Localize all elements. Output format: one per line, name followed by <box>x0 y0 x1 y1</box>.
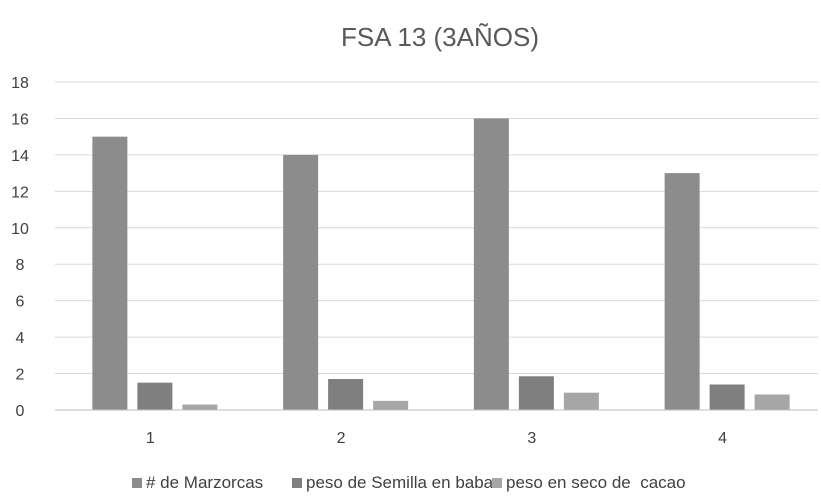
bar-series-2-cat-3 <box>518 376 554 410</box>
legend-swatch <box>132 478 142 488</box>
bar-series-1-cat-2 <box>283 154 319 410</box>
legend-swatch <box>292 478 302 488</box>
bar-series-1-cat-4 <box>664 173 700 410</box>
y-tick-label: 16 <box>11 111 29 128</box>
bar-series-3-cat-4 <box>754 394 790 410</box>
bar-series-3-cat-1 <box>182 404 218 410</box>
legend-label: # de Marzorcas <box>146 473 263 492</box>
bar-series-3-cat-3 <box>563 392 599 410</box>
bar-series-1-cat-3 <box>473 118 509 410</box>
x-tick-label: 2 <box>337 430 346 447</box>
y-tick-label: 4 <box>16 330 25 347</box>
bar-series-2-cat-4 <box>709 384 745 410</box>
legend-label: peso de Semilla en baba <box>306 473 494 492</box>
x-tick-label: 3 <box>527 430 536 447</box>
bar-series-2-cat-2 <box>328 379 364 410</box>
y-tick-label: 18 <box>11 75 29 92</box>
y-tick-label: 0 <box>16 403 25 420</box>
y-tick-label: 10 <box>11 221 29 238</box>
y-tick-label: 8 <box>16 257 25 274</box>
legend: # de Marzorcas peso de Semilla en baba pes… <box>132 473 686 492</box>
legend-label: peso en seco de cacao <box>506 473 686 492</box>
y-tick-label: 12 <box>11 184 29 201</box>
y-tick-label: 14 <box>11 148 29 165</box>
bar-series-1-cat-1 <box>92 136 128 410</box>
x-axis-ticks: 1 2 3 4 <box>146 430 727 447</box>
legend-swatch <box>492 478 502 488</box>
bars <box>92 118 790 410</box>
x-tick-label: 1 <box>146 430 155 447</box>
bar-series-3-cat-2 <box>373 400 409 410</box>
y-tick-label: 6 <box>16 294 25 311</box>
gridlines <box>55 81 818 375</box>
chart-title: FSA 13 (3AÑOS) <box>341 22 539 52</box>
bar-series-2-cat-1 <box>137 382 173 410</box>
y-tick-label: 2 <box>16 367 25 384</box>
y-axis-ticks: 0 2 4 6 8 10 12 14 16 18 <box>11 75 29 420</box>
x-tick-label: 4 <box>718 430 727 447</box>
